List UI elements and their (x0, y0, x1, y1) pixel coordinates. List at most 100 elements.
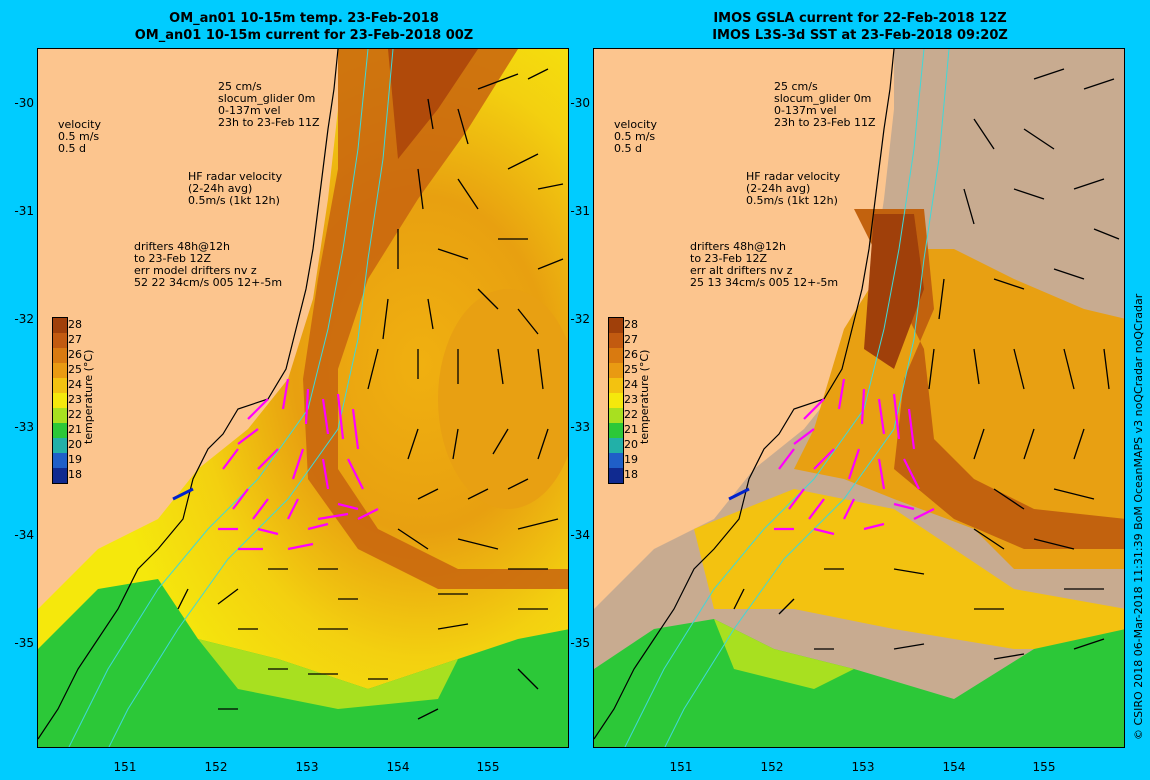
colorbar-label: 21 (68, 423, 82, 436)
credit-text: © CSIRO 2018 06-Mar-2018 11:31:39 BoM Oc… (1132, 293, 1145, 740)
left-drifters-legend: drifters 48h@12h to 23-Feb 12Z err model… (134, 240, 283, 289)
colorbar-label: 20 (624, 438, 638, 451)
colorbar-swatch (609, 378, 623, 393)
longitude-tick-label: 153 (295, 760, 319, 774)
latitude-tick-label: -33 (570, 420, 590, 434)
left-colorbar-labels: 28 27 26 25 24 23 22 21 20 19 18 (68, 317, 82, 482)
colorbar-swatch (609, 333, 623, 348)
colorbar-label: 18 (68, 468, 82, 481)
colorbar-swatch (609, 393, 623, 408)
colorbar-swatch (609, 423, 623, 438)
latitude-tick-label: -31 (570, 204, 590, 218)
colorbar-label: 18 (624, 468, 638, 481)
left-title-line2: OM_an01 10-15m current for 23-Feb-2018 0… (134, 28, 474, 43)
right-hf-radar-arrows (774, 378, 935, 536)
colorbar-swatch (53, 348, 67, 363)
colorbar-swatch (609, 408, 623, 423)
latitude-tick-label: -32 (14, 312, 34, 326)
longitude-tick-label: 152 (204, 760, 228, 774)
colorbar-swatch (53, 468, 67, 483)
right-title-line1: IMOS GSLA current for 22-Feb-2018 12Z (713, 11, 1007, 26)
latitude-tick-label: -34 (14, 528, 34, 542)
left-title-line1: OM_an01 10-15m temp. 23-Feb-2018 (169, 11, 439, 26)
colorbar-swatch (53, 318, 67, 333)
colorbar-label: 28 (68, 318, 82, 331)
longitude-tick-label: 151 (669, 760, 693, 774)
colorbar-label: 24 (68, 378, 82, 391)
colorbar-label: 28 (624, 318, 638, 331)
colorbar-label: 19 (68, 453, 82, 466)
colorbar-label: 27 (624, 333, 638, 346)
left-colorbar (52, 317, 68, 484)
right-colorbar-title: temperature (°C) (638, 349, 651, 444)
colorbar-label: 22 (624, 408, 638, 421)
right-map-graphics (594, 49, 1124, 747)
colorbar-label: 20 (68, 438, 82, 451)
colorbar-swatch (609, 318, 623, 333)
right-drifters-legend: drifters 48h@12h to 23-Feb 12Z err alt d… (690, 240, 839, 289)
left-panel-title: OM_an01 10-15m temp. 23-Feb-2018 OM_an01… (38, 10, 570, 44)
right-title-line2: IMOS L3S-3d SST at 23-Feb-2018 09:20Z (712, 28, 1008, 43)
colorbar-swatch (53, 438, 67, 453)
longitude-tick-label: 154 (942, 760, 966, 774)
right-colorbar-labels: 28 27 26 25 24 23 22 21 20 19 18 (624, 317, 638, 482)
left-colorbar-title: temperature (°C) (82, 349, 95, 444)
colorbar-swatch (53, 378, 67, 393)
longitude-tick-label: 155 (476, 760, 500, 774)
longitude-tick-label: 151 (113, 760, 137, 774)
colorbar-label: 19 (624, 453, 638, 466)
right-ocean-map: velocity 0.5 m/s 0.5 d 25 cm/s slocum_gl… (593, 48, 1125, 748)
right-colorbar (608, 317, 624, 484)
latitude-tick-label: -33 (14, 420, 34, 434)
colorbar-swatch (53, 363, 67, 378)
longitude-tick-label: 155 (1032, 760, 1056, 774)
colorbar-swatch (53, 453, 67, 468)
longitude-tick-label: 154 (386, 760, 410, 774)
left-current-arrows (177, 68, 564, 720)
left-glider-track (172, 487, 194, 501)
colorbar-label: 23 (68, 393, 82, 406)
right-glider-legend: 25 cm/s slocum_glider 0m 0-137m vel 23h … (774, 80, 876, 129)
colorbar-swatch (53, 408, 67, 423)
colorbar-swatch (609, 438, 623, 453)
colorbar-swatch (609, 363, 623, 378)
latitude-tick-label: -32 (570, 312, 590, 326)
left-coastline (38, 49, 339, 740)
colorbar-swatch (53, 333, 67, 348)
latitude-tick-label: -35 (14, 636, 34, 650)
right-panel-title: IMOS GSLA current for 22-Feb-2018 12Z IM… (594, 10, 1126, 44)
colorbar-swatch (53, 423, 67, 438)
colorbar-label: 26 (68, 348, 82, 361)
left-isobath (68, 49, 369, 747)
right-coastline (594, 49, 895, 740)
right-glider-track (728, 487, 750, 501)
colorbar-label: 25 (68, 363, 82, 376)
latitude-tick-label: -30 (14, 96, 34, 110)
colorbar-swatch (609, 468, 623, 483)
latitude-tick-label: -34 (570, 528, 590, 542)
left-map-graphics (38, 49, 568, 747)
right-hf-legend: HF radar velocity (2-24h avg) 0.5m/s (1k… (746, 170, 841, 207)
left-cool-water (38, 579, 568, 747)
right-isobath (624, 49, 925, 747)
left-glider-legend: 25 cm/s slocum_glider 0m 0-137m vel 23h … (218, 80, 320, 129)
right-current-arrows (733, 68, 1120, 660)
right-cool-water (594, 619, 1124, 747)
latitude-tick-label: -35 (570, 636, 590, 650)
colorbar-label: 22 (68, 408, 82, 421)
right-velocity-legend: velocity 0.5 m/s 0.5 d (614, 118, 657, 155)
colorbar-label: 23 (624, 393, 638, 406)
colorbar-label: 21 (624, 423, 638, 436)
colorbar-label: 24 (624, 378, 638, 391)
colorbar-label: 26 (624, 348, 638, 361)
left-velocity-legend: velocity 0.5 m/s 0.5 d (58, 118, 101, 155)
colorbar-label: 27 (68, 333, 82, 346)
left-eddy-core (438, 289, 568, 509)
left-eac-warm-band (303, 49, 568, 589)
latitude-tick-label: -31 (14, 204, 34, 218)
colorbar-swatch (609, 453, 623, 468)
colorbar-swatch (53, 393, 67, 408)
left-ocean-map: velocity 0.5 m/s 0.5 d 25 cm/s slocum_gl… (37, 48, 569, 748)
longitude-tick-label: 153 (851, 760, 875, 774)
latitude-tick-label: -30 (570, 96, 590, 110)
